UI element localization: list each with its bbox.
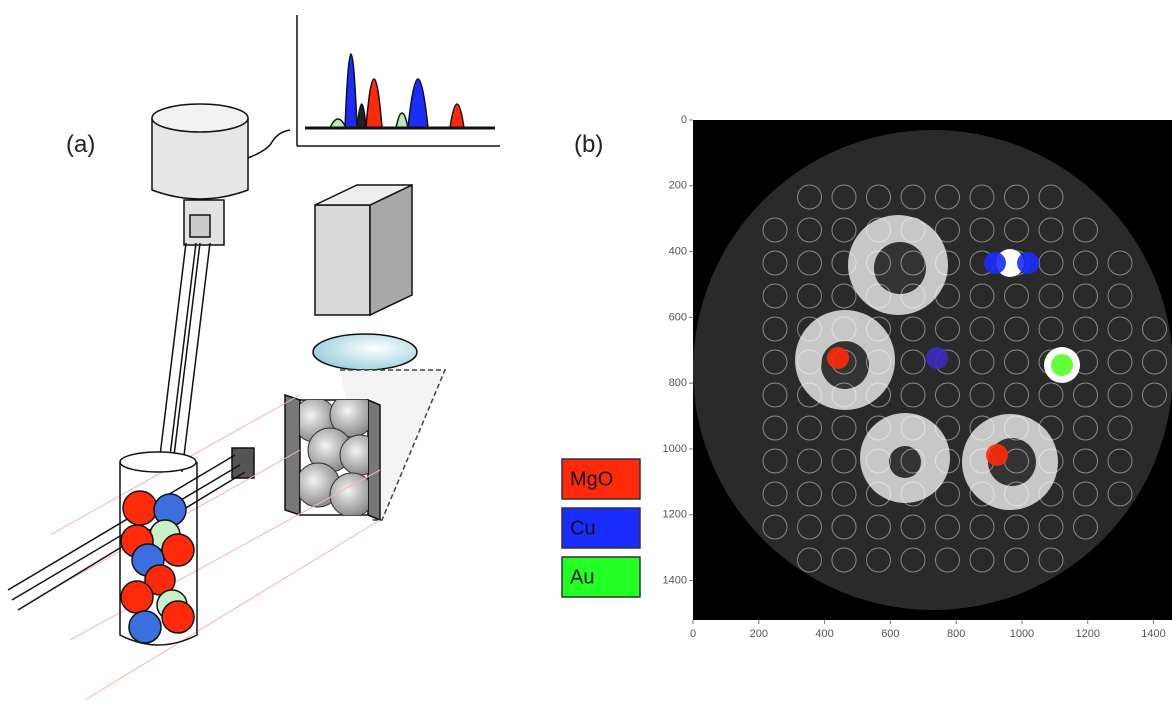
y-tick-label: 600 [669, 311, 687, 323]
y-tick-label: 1200 [663, 509, 687, 521]
x-tick-label: 600 [881, 628, 899, 640]
legend: MgO Cu Au [562, 459, 640, 597]
panel-label: (b) [574, 131, 603, 158]
legend-label: Au [570, 566, 594, 588]
y-tick-label: 0 [681, 114, 687, 126]
legend-label: MgO [570, 468, 613, 490]
y-tick-label: 200 [669, 180, 687, 192]
x-tick-label: 1000 [1010, 628, 1034, 640]
x-tick-label: 200 [750, 628, 768, 640]
y-tick-label: 400 [669, 245, 687, 257]
panel-label: (a) [66, 131, 95, 158]
x-tick-label: 0 [690, 628, 696, 640]
y-tick-label: 1400 [663, 574, 687, 586]
figure: (a) (b) MgO Cu Au 0 200 400 600 800 1000 1200 140… [0, 0, 1172, 704]
panel-a-diagram [8, 15, 500, 700]
legend-label: Cu [570, 517, 596, 539]
y-tick-label: 800 [669, 377, 687, 389]
tomography-image [693, 120, 1172, 620]
x-tick-label: 400 [815, 628, 833, 640]
x-tick-label: 800 [947, 628, 965, 640]
y-tick-label: 1000 [663, 443, 687, 455]
x-tick-label: 1400 [1141, 628, 1165, 640]
x-tick-label: 1200 [1075, 628, 1099, 640]
